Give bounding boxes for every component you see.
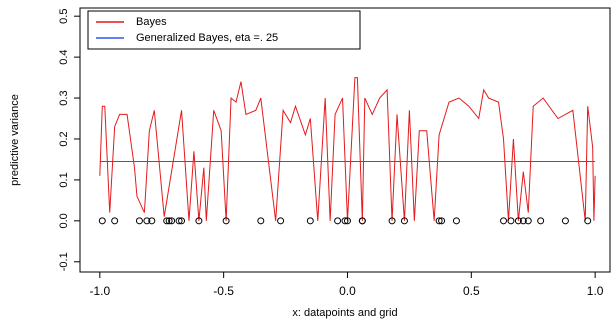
y-tick-label: 0.0 (58, 213, 70, 228)
data-point (306, 217, 314, 225)
x-tick-label: -1.0 (89, 284, 110, 298)
x-tick-label: 0.5 (463, 284, 480, 298)
data-point (175, 217, 183, 225)
data-point (178, 217, 186, 225)
data-point (400, 217, 408, 225)
data-point (334, 217, 342, 225)
y-tick-label: 0.3 (58, 90, 70, 105)
y-tick-label: 0.5 (58, 9, 70, 24)
data-point (341, 217, 349, 225)
x-tick-label: 0.0 (339, 284, 356, 298)
data-point (435, 217, 443, 225)
data-point (507, 217, 515, 225)
y-tick-label: 0.1 (58, 172, 70, 187)
y-tick-label: -0.1 (58, 252, 70, 271)
plot-frame (79, 7, 611, 273)
data-point (537, 217, 545, 225)
data-point (343, 217, 351, 225)
data-point (519, 217, 527, 225)
data-point (111, 217, 119, 225)
y-tick-label: 0.2 (58, 131, 70, 146)
data-point (98, 217, 106, 225)
x-axis-label: x: datapoints and grid (292, 307, 397, 319)
x-tick-label: -0.5 (213, 284, 234, 298)
data-point (584, 217, 592, 225)
y-axis-label: predictive variance (9, 94, 21, 186)
legend-label: Generalized Bayes, eta =. 25 (136, 32, 278, 44)
line (99, 77, 596, 221)
data-point (135, 217, 143, 225)
x-tick-label: 1.0 (587, 284, 604, 298)
data-point (148, 217, 156, 225)
data-point (500, 217, 508, 225)
data-point (165, 217, 173, 225)
data-point (438, 217, 446, 225)
data-point (358, 217, 366, 225)
legend-box (87, 10, 361, 50)
data-point (168, 217, 176, 225)
legend-label: Bayes (136, 16, 167, 28)
data-point (452, 217, 460, 225)
data-point (277, 217, 285, 225)
data-point (257, 217, 265, 225)
y-tick-label: 0.4 (58, 49, 70, 64)
data-point (514, 217, 522, 225)
data-point (388, 217, 396, 225)
data-point (524, 217, 532, 225)
data-point (195, 217, 203, 225)
data-point (163, 217, 171, 225)
data-point (222, 217, 230, 225)
data-point (561, 217, 569, 225)
data-point (143, 217, 151, 225)
